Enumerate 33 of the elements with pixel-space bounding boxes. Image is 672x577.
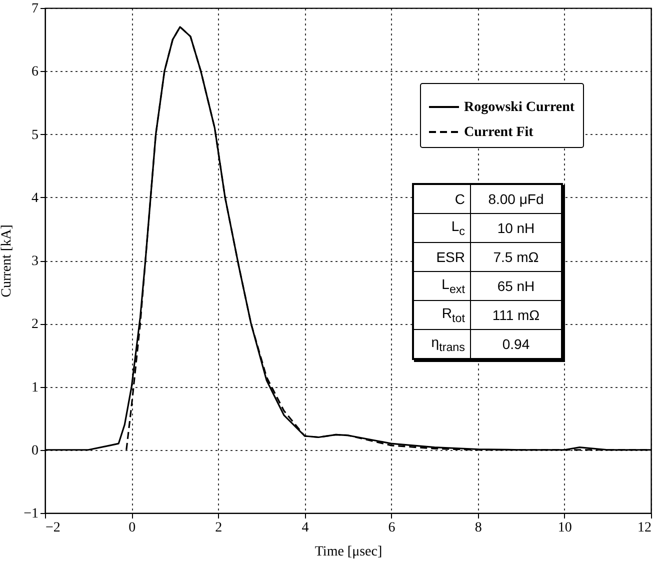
annotation: η$_{trans}$ — [413, 330, 470, 359]
annotation: ESR — [413, 242, 470, 272]
annotation: 65 nH — [470, 272, 562, 300]
y-tick-label: 0 — [32, 443, 38, 458]
x-tick-label: 0 — [128, 520, 136, 536]
annotation: 0.94 — [470, 330, 562, 359]
x-axis-title: Time [μsec] — [314, 544, 382, 560]
annotation: L$_{ext}$ — [413, 272, 470, 300]
x-tick-label: 8 — [474, 520, 482, 536]
annotation: 7.5 mΩ — [470, 242, 562, 272]
legend-label: Current Fit — [464, 125, 534, 140]
x-tick-label: 12 — [638, 520, 652, 536]
y-axis-title: Current [kA] — [0, 224, 15, 298]
y-tick-label: 3 — [32, 254, 38, 269]
x-tick-label: 4 — [302, 520, 309, 536]
legend-label: Rogowski Current — [464, 100, 575, 115]
annotation: C — [413, 184, 470, 214]
y-tick-label: −1 — [24, 506, 38, 522]
y-tick-label: 5 — [32, 128, 38, 143]
x-tick-label: 6 — [388, 520, 396, 536]
annotation: 8.00 μFd — [470, 184, 562, 214]
y-tick-label: 4 — [32, 190, 38, 206]
x-tick-label: −2 — [46, 520, 60, 536]
annotation: L$_{c}$ — [413, 214, 470, 242]
y-tick-label: 1 — [32, 380, 38, 396]
x-tick-label: 2 — [215, 520, 222, 536]
y-tick-label: 7 — [32, 2, 38, 16]
x-tick-label: 10 — [558, 520, 572, 536]
annotation: 111 mΩ — [470, 300, 562, 330]
y-tick-label: 2 — [32, 317, 38, 332]
annotation: R$_{tot}$ — [413, 300, 470, 330]
y-tick-label: 6 — [32, 64, 38, 80]
annotation: 10 nH — [470, 214, 562, 242]
